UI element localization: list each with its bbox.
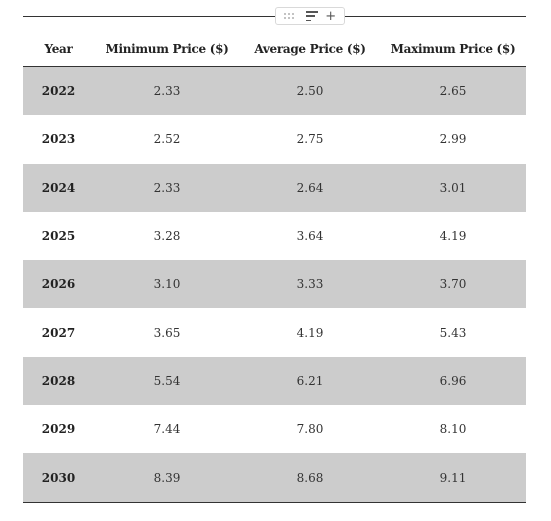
cell-year: 2024 — [23, 163, 94, 212]
cell-min: 8.39 — [94, 453, 240, 503]
cell-max: 8.10 — [439, 422, 467, 437]
table-row: 2028 5.54 6.21 6.96 — [23, 356, 526, 406]
cell-avg: 3.64 — [296, 229, 324, 244]
cell-min: 3.28 — [153, 229, 181, 244]
price-table: Year Minimum Price ($) Average Price ($)… — [23, 32, 526, 503]
cell-avg: 2.50 — [240, 66, 380, 116]
cell-min: 2.33 — [94, 66, 240, 116]
cell-max: 4.19 — [439, 229, 467, 244]
cell-max: 3.70 — [380, 260, 526, 309]
table-row: 2024 2.33 2.64 3.01 — [23, 163, 526, 212]
table-row: 2022 2.33 2.50 2.65 — [23, 66, 526, 116]
cell-avg: 3.33 — [240, 260, 380, 309]
cell-year: 2023 — [41, 132, 76, 147]
header-average-price[interactable]: Average Price ($) — [240, 32, 380, 67]
cell-avg: 4.19 — [296, 325, 324, 340]
cell-min: 3.65 — [153, 325, 181, 340]
cell-min: 7.44 — [153, 422, 181, 437]
cell-year: 2022 — [23, 66, 94, 116]
header-year[interactable]: Year — [23, 32, 94, 67]
cell-min: 3.10 — [94, 260, 240, 309]
cell-max: 2.65 — [380, 66, 526, 116]
cell-year: 2027 — [41, 325, 76, 340]
sort-icon[interactable] — [305, 11, 318, 21]
cell-max: 5.43 — [439, 325, 467, 340]
table-row: 2029 7.44 7.80 8.10 — [23, 405, 526, 453]
cell-min: 5.54 — [94, 356, 240, 406]
cell-min: 2.33 — [94, 163, 240, 212]
table-top-rule — [23, 16, 526, 17]
table-row: 2025 3.28 3.64 4.19 — [23, 212, 526, 260]
drag-handle-icon[interactable] — [283, 13, 298, 19]
cell-avg: 7.80 — [296, 422, 324, 437]
cell-max: 9.11 — [380, 453, 526, 503]
cell-year: 2026 — [23, 260, 94, 309]
cell-year: 2030 — [23, 453, 94, 503]
table-row: 2027 3.65 4.19 5.43 — [23, 308, 526, 356]
table-row: 2023 2.52 2.75 2.99 — [23, 115, 526, 163]
header-minimum-price[interactable]: Minimum Price ($) — [94, 32, 240, 67]
cell-max: 2.99 — [439, 132, 467, 147]
cell-max: 6.96 — [380, 356, 526, 406]
cell-min: 2.52 — [153, 132, 181, 147]
cell-max: 3.01 — [380, 163, 526, 212]
cell-year: 2025 — [41, 229, 76, 244]
cell-avg: 2.64 — [240, 163, 380, 212]
table-header-row: Year Minimum Price ($) Average Price ($)… — [23, 32, 526, 67]
cell-avg: 6.21 — [240, 356, 380, 406]
cell-avg: 8.68 — [240, 453, 380, 503]
cell-avg: 2.75 — [296, 132, 324, 147]
header-maximum-price[interactable]: Maximum Price ($) — [380, 32, 526, 67]
table-row: 2026 3.10 3.33 3.70 — [23, 260, 526, 309]
plus-icon[interactable]: + — [325, 8, 337, 24]
table-row: 2030 8.39 8.68 9.11 — [23, 453, 526, 503]
cell-year: 2028 — [23, 356, 94, 406]
table-toolbar: + — [275, 7, 345, 25]
cell-year: 2029 — [41, 422, 76, 437]
